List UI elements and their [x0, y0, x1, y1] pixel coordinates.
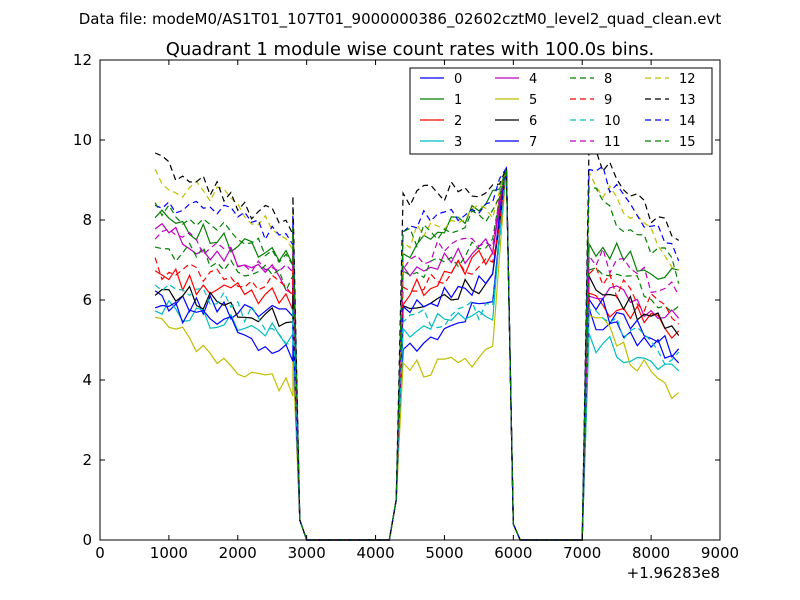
y-tick-label: 4	[82, 371, 92, 389]
series-line-0	[154, 167, 680, 541]
series-line-4	[154, 167, 680, 541]
legend-label-9: 9	[604, 93, 612, 108]
y-tick-label: 8	[82, 211, 92, 229]
x-tick-label: 6000	[494, 544, 532, 562]
legend-label-4: 4	[529, 72, 537, 87]
y-tick-label: 12	[73, 51, 92, 69]
chart-suptitle: Data file: modeM0/AS1T01_107T01_90000003…	[79, 10, 722, 29]
y-tick-label: 2	[82, 451, 92, 469]
x-tick-label: 9000	[701, 544, 739, 562]
legend-label-6: 6	[529, 114, 537, 129]
series-line-14	[154, 165, 680, 541]
legend-label-15: 15	[679, 135, 696, 150]
series-line-12	[154, 167, 679, 541]
legend-label-1: 1	[454, 93, 462, 108]
x-tick-label: 5000	[425, 544, 463, 562]
x-tick-label: 0	[95, 544, 105, 562]
series-line-15	[154, 167, 680, 541]
legend-label-5: 5	[529, 93, 537, 108]
series-line-10	[154, 167, 680, 541]
legend-label-11: 11	[604, 135, 621, 150]
legend-label-7: 7	[529, 135, 537, 150]
x-axis: 0 1000 2000 3000 4000 5000 6000 7000 8000 9000	[95, 60, 739, 562]
y-tick-label: 0	[82, 531, 92, 549]
series-line-5	[154, 167, 680, 541]
x-tick-label: 2000	[219, 544, 257, 562]
x-tick-label: 1000	[150, 544, 188, 562]
x-tick-label: 8000	[632, 544, 670, 562]
legend-label-2: 2	[454, 114, 462, 129]
legend-label-12: 12	[679, 72, 696, 87]
x-offset-label: +1.96283e8	[627, 564, 720, 582]
series-line-1	[154, 167, 679, 541]
series-line-9	[154, 167, 680, 541]
series-line-3	[154, 167, 680, 541]
series-line-2	[154, 167, 680, 541]
x-tick-label: 7000	[563, 544, 601, 562]
legend-box	[409, 67, 713, 155]
legend-label-10: 10	[604, 114, 621, 129]
legend-label-0: 0	[454, 72, 462, 87]
legend-label-13: 13	[679, 93, 696, 108]
series-line-11	[154, 167, 680, 541]
y-tick-label: 6	[82, 291, 92, 309]
x-tick-label: 4000	[356, 544, 394, 562]
series-line-13	[154, 139, 680, 541]
legend-label-3: 3	[454, 135, 462, 150]
y-tick-label: 10	[73, 131, 92, 149]
series-line-7	[154, 167, 680, 541]
plot-lines	[154, 139, 680, 541]
legend-label-14: 14	[679, 114, 696, 129]
chart-title: Quadrant 1 module wise count rates with …	[166, 39, 655, 60]
x-tick-label: 3000	[288, 544, 326, 562]
series-line-6	[154, 167, 680, 541]
series-line-8	[154, 167, 680, 541]
legend-label-8: 8	[604, 72, 612, 87]
